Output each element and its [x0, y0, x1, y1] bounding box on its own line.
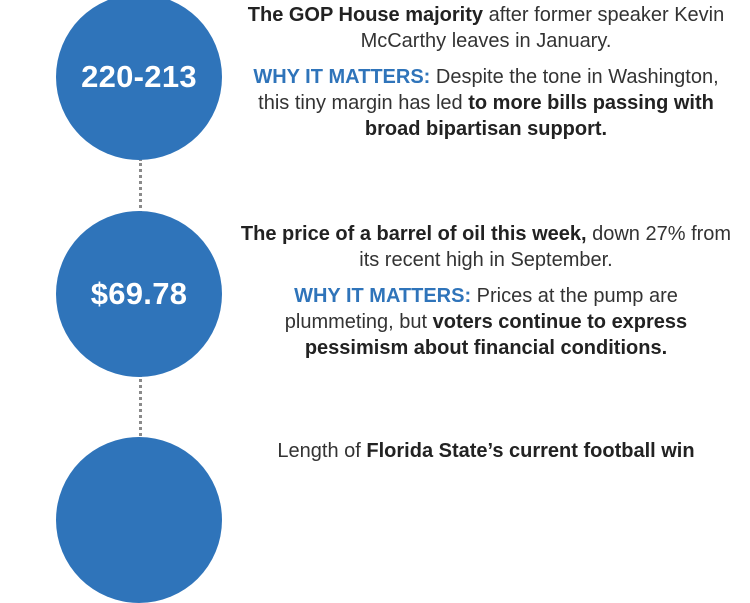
item-3-description: Length of Florida State’s current footba…	[238, 438, 734, 464]
item-1-why-bold: to more bills passing with broad biparti…	[364, 92, 714, 140]
item-3-text: Length of Florida State’s current footba…	[238, 438, 734, 464]
item-2-why-text: Prices at the pump are plummeting, but	[284, 285, 678, 333]
item-1-text: The GOP House majority after former spea…	[238, 2, 734, 142]
item-2-why-label: WHY IT MATTERS:	[294, 285, 472, 307]
item-1-why-label: WHY IT MATTERS:	[253, 66, 431, 88]
item-3-description-pre: Length of	[277, 440, 367, 462]
item-2-text: The price of a barrel of oil this week, …	[238, 221, 734, 361]
timeline-connector-1	[139, 158, 142, 214]
item-2-why-bold: voters continue to express pessimism abo…	[304, 311, 688, 359]
item-2-description: The price of a barrel of oil this week, …	[238, 221, 734, 273]
timeline-connector-2	[139, 374, 142, 436]
stat-value-1: 220-213	[81, 59, 197, 94]
item-1-description-bold: The GOP House majority	[247, 4, 484, 26]
item-1-description-rest: after former speaker Kevin McCarthy leav…	[360, 4, 725, 52]
item-2-description-bold: The price of a barrel of oil this week,	[240, 223, 587, 245]
item-2-description-rest: down 27% from its recent high in Septemb…	[359, 223, 732, 271]
item-2-why-it-matters: WHY IT MATTERS: Prices at the pump are p…	[238, 283, 734, 361]
stat-circle-3	[56, 437, 222, 603]
stat-circle-2: $69.78	[56, 211, 222, 377]
item-1-why-text: Despite the tone in Washington, this tin…	[258, 66, 719, 114]
stat-value-2: $69.78	[90, 276, 188, 311]
item-1-why-it-matters: WHY IT MATTERS: Despite the tone in Wash…	[238, 64, 734, 142]
item-1-description: The GOP House majority after former spea…	[238, 2, 734, 54]
item-3-description-bold: Florida State’s current football win	[366, 440, 695, 462]
stat-circle-1: 220-213	[56, 0, 222, 160]
